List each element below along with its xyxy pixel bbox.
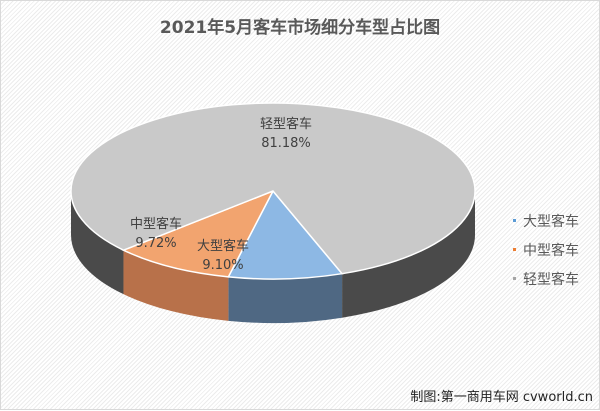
label-value: 9.10% <box>202 258 244 273</box>
legend-swatch <box>513 219 516 222</box>
pie-side-2 <box>342 191 475 318</box>
legend: 大型客车 中型客车 轻型客车 <box>513 206 579 293</box>
label-value: 81.18% <box>261 136 311 151</box>
label-name: 中型客车 <box>129 217 182 232</box>
data-label-medium: 中型客车 9.72% <box>116 215 196 253</box>
pie-side-2 <box>71 191 124 295</box>
data-label-large: 大型客车 9.10% <box>183 237 263 275</box>
data-label-light: 轻型客车 81.18% <box>246 115 326 153</box>
label-name: 大型客车 <box>196 239 249 254</box>
chart-title: 2021年5月客车市场细分车型占比图 <box>159 18 441 38</box>
legend-label: 中型客车 <box>523 242 579 259</box>
legend-swatch <box>513 248 516 251</box>
label-name: 轻型客车 <box>259 117 312 132</box>
legend-item-medium: 中型客车 <box>513 235 579 264</box>
credit-text: 制图:第一商用车网 cvworld.cn <box>410 390 593 405</box>
pie-side-1 <box>123 250 229 321</box>
legend-item-large: 大型客车 <box>513 206 579 235</box>
label-value: 9.72% <box>135 236 177 251</box>
pie-slice-1 <box>121 189 275 278</box>
legend-item-light: 轻型客车 <box>513 264 579 293</box>
legend-label: 大型客车 <box>523 213 579 230</box>
pie-slice-2 <box>70 102 476 275</box>
legend-swatch <box>513 277 516 280</box>
pie-slice-0 <box>227 189 344 280</box>
pie-side-0 <box>228 273 343 323</box>
legend-label: 轻型客车 <box>523 271 579 288</box>
